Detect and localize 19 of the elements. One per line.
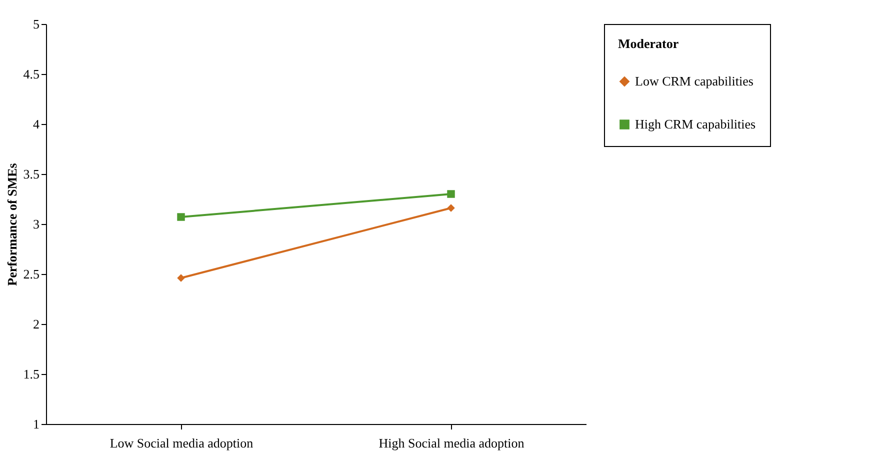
y-tick-label: 3.5 bbox=[23, 166, 40, 182]
y-tick-label: 2.5 bbox=[23, 266, 40, 282]
point bbox=[447, 204, 455, 212]
point bbox=[177, 213, 185, 221]
legend-label: High CRM capabilities bbox=[635, 116, 756, 132]
point bbox=[177, 274, 185, 282]
y-tick-label: 3 bbox=[33, 216, 40, 232]
y-tick-label: 1 bbox=[33, 416, 40, 432]
y-tick-label: 5 bbox=[33, 16, 40, 32]
x-tick-label: High Social media adoption bbox=[378, 436, 525, 450]
x-tick-label: Low Social media adoption bbox=[110, 436, 254, 450]
y-tick-label: 1.5 bbox=[23, 366, 40, 382]
y-tick-label: 2 bbox=[33, 316, 40, 332]
legend-label: Low CRM capabilities bbox=[635, 74, 754, 88]
legend-title: Moderator bbox=[618, 36, 679, 51]
y-tick-label: 4 bbox=[33, 116, 40, 132]
point bbox=[447, 190, 455, 198]
y-tick-label: 4.5 bbox=[23, 66, 40, 82]
y-axis-title: Performance of SMEs bbox=[4, 163, 20, 286]
